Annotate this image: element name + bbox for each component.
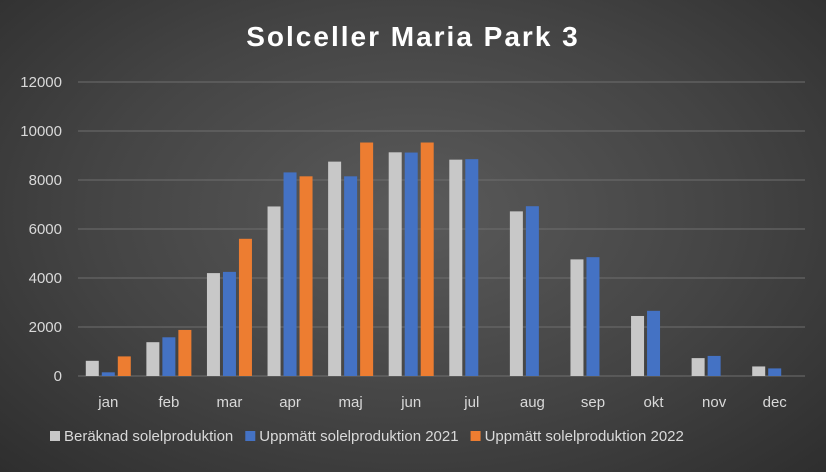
x-tick-label: feb [158,394,179,411]
x-tick-label: aug [520,394,545,411]
bar-okt-series-2 [647,310,661,376]
x-tick-label: jul [463,394,479,411]
bar-feb-series-1 [146,342,160,376]
bar-okt-series-1 [631,315,645,376]
legend-swatch [50,431,60,441]
x-tick-label: apr [279,394,301,411]
x-tick-label: maj [339,394,363,411]
legend-label: Uppmätt solelproduktion 2022 [485,428,684,445]
x-tick-label: nov [702,394,727,411]
x-axis: jan feb mar apr maj jun jul aug sep okt nov dec [97,394,787,411]
x-tick-label: mar [217,394,243,411]
y-tick-label: 8000 [29,172,62,189]
bar-sep-series-1 [570,259,584,376]
y-tick-label: 10000 [20,123,62,140]
bar-apr-series-3 [299,176,313,376]
bar-maj-series-3 [360,142,374,376]
x-tick-label: dec [763,394,788,411]
legend-swatch [470,431,481,441]
bar-dec-series-1 [752,366,766,376]
bar-mar-series-2 [222,271,236,376]
bar-aug-series-2 [525,206,539,376]
bar-jun-series-1 [388,152,402,376]
y-tick-label: 6000 [29,221,62,238]
x-tick-label: jan [97,394,118,411]
legend: Beräknad solelproduktion Uppmätt solelpro… [50,428,684,445]
bar-jun-series-2 [404,152,418,376]
x-tick-label: sep [581,394,605,411]
bar-mar-series-3 [238,238,252,376]
bar-jul-series-1 [449,159,463,376]
bar-maj-series-2 [344,176,358,376]
bar-sep-series-2 [586,257,600,376]
bar-maj-series-1 [328,161,342,376]
y-axis: 0 2000 4000 6000 8000 10000 12000 [20,74,62,385]
chart-title: Solceller Maria Park 3 [246,21,580,52]
y-tick-label: 12000 [20,74,62,91]
legend-label: Uppmätt solelproduktion 2021 [259,428,458,445]
legend-swatch [245,431,256,441]
gridlines [78,81,805,377]
bar-apr-series-2 [283,172,297,376]
bar-jan-series-1 [85,360,99,376]
bar-nov-series-1 [691,358,705,376]
bar-jul-series-2 [465,159,479,376]
x-tick-label: jun [400,394,421,411]
bar-jan-series-3 [117,356,131,376]
bars [85,142,782,376]
bar-jan-series-2 [101,372,115,376]
x-tick-label: okt [644,394,665,411]
y-tick-label: 0 [54,368,62,385]
bar-feb-series-2 [162,337,176,376]
bar-dec-series-2 [768,368,782,376]
bar-mar-series-1 [206,273,220,376]
bar-apr-series-1 [267,206,281,376]
y-tick-label: 2000 [29,319,62,336]
bar-jun-series-3 [420,142,434,376]
bar-nov-series-2 [707,355,721,376]
bar-feb-series-3 [178,329,192,376]
y-tick-label: 4000 [29,270,62,287]
legend-label: Beräknad solelproduktion [64,428,233,445]
bar-aug-series-1 [509,211,523,376]
